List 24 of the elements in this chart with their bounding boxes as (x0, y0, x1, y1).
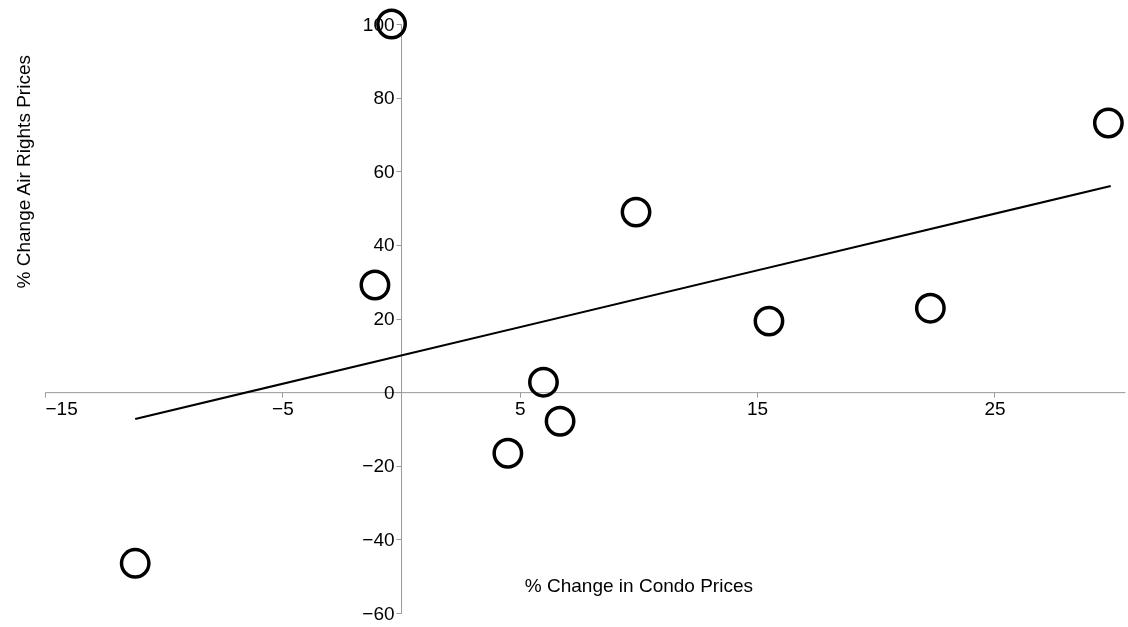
point (753, 305, 785, 337)
y-tick-label: 60 (373, 160, 395, 182)
point (544, 405, 576, 437)
x-tick-label: 25 (984, 397, 1006, 419)
x-tick-label: 15 (747, 397, 769, 419)
y-tick-label: 80 (373, 87, 395, 109)
y-axis-title: % Change Air Rights Prices (12, 55, 34, 289)
y-tick-label: 40 (373, 234, 395, 256)
y-tick-label: 20 (373, 308, 395, 329)
point (528, 366, 559, 398)
point (492, 437, 524, 469)
point (359, 269, 391, 301)
y-tick-label: 0 (383, 381, 395, 403)
point (119, 547, 151, 579)
point (1092, 107, 1124, 139)
y-tick-label: −60 (362, 602, 395, 624)
y-tick-label: −40 (362, 528, 395, 550)
x-tick-label: −5 (272, 397, 294, 419)
point (914, 292, 946, 324)
x-tick-label: 5 (514, 397, 526, 419)
point (620, 196, 652, 228)
y-tick-label: −20 (362, 455, 395, 477)
x-tick-label: −15 (45, 397, 78, 419)
x-axis-title: % Change in Condo Prices (524, 574, 753, 596)
